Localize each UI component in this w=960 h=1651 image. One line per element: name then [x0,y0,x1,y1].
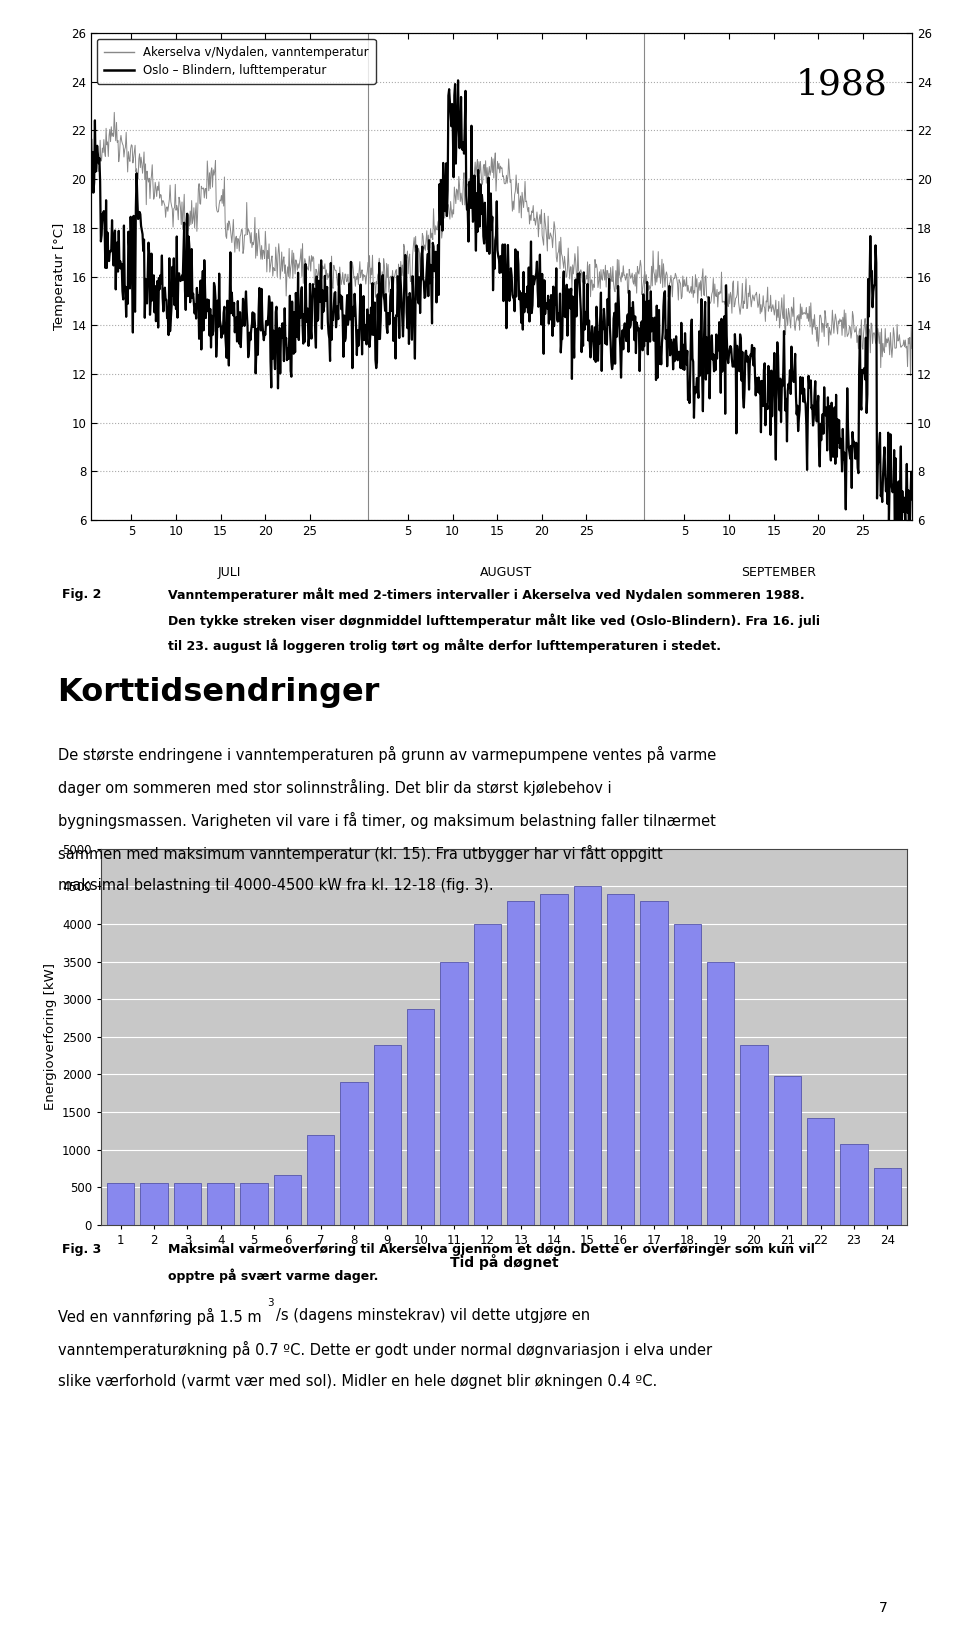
Text: Den tykke streken viser døgnmiddel lufttemperatur målt like ved (Oslo-Blindern).: Den tykke streken viser døgnmiddel luftt… [168,613,820,627]
Bar [373,1045,401,1225]
Text: sammen med maksimum vanntemperatur (kl. 15). Fra utbygger har vi fått oppgitt: sammen med maksimum vanntemperatur (kl. … [58,845,662,862]
Bar [140,1182,168,1225]
Bar [473,925,501,1225]
Text: opptre på svært varme dager.: opptre på svært varme dager. [168,1268,378,1283]
Text: slike værforhold (varmt vær med sol). Midler en hele døgnet blir økningen 0.4 ºC: slike værforhold (varmt vær med sol). Mi… [58,1374,657,1388]
Text: Ved en vannføring på 1.5 m: Ved en vannføring på 1.5 m [58,1308,261,1324]
Bar [574,887,601,1225]
Bar [840,1144,868,1225]
Bar [207,1182,234,1225]
Bar [740,1045,768,1225]
Bar [441,961,468,1225]
Bar [807,1118,834,1225]
Bar [240,1182,268,1225]
Text: vanntemperaturøkning på 0.7 ºC. Dette er godt under normal døgnvariasjon i elva : vanntemperaturøkning på 0.7 ºC. Dette er… [58,1341,711,1357]
Text: bygningsmassen. Varigheten vil vare i få timer, og maksimum belastning faller ti: bygningsmassen. Varigheten vil vare i få… [58,812,715,829]
X-axis label: Tid på døgnet: Tid på døgnet [449,1255,559,1270]
Text: dager om sommeren med stor solinnstråling. Det blir da størst kjølebehov i: dager om sommeren med stor solinnstrålin… [58,779,612,796]
Text: Fig. 2: Fig. 2 [62,588,102,601]
Bar [407,1009,434,1225]
Text: Maksimal varmeoverføring til Akerselva gjennom et døgn. Dette er overføringer so: Maksimal varmeoverføring til Akerselva g… [168,1243,815,1256]
Text: maksimal belastning til 4000-4500 kW fra kl. 12-18 (fig. 3).: maksimal belastning til 4000-4500 kW fra… [58,878,493,893]
Text: Fig. 3: Fig. 3 [62,1243,102,1256]
Bar [540,893,567,1225]
Y-axis label: Energioverforing [kW]: Energioverforing [kW] [43,963,57,1111]
Text: til 23. august lå loggeren trolig tørt og målte derfor lufttemperaturen i stedet: til 23. august lå loggeren trolig tørt o… [168,639,721,654]
Bar [674,925,701,1225]
Bar [274,1176,301,1225]
Text: 7: 7 [878,1601,888,1615]
Bar [607,893,635,1225]
Text: AUGUST: AUGUST [480,566,532,580]
Bar [774,1076,801,1225]
Bar [707,961,734,1225]
Text: De største endringene i vanntemperaturen på grunn av varmepumpene ventes på varm: De største endringene i vanntemperaturen… [58,746,716,763]
Bar [307,1134,334,1225]
Bar [507,901,535,1225]
Bar [108,1182,134,1225]
Text: Vanntemperaturer målt med 2-timers intervaller i Akerselva ved Nydalen sommeren : Vanntemperaturer målt med 2-timers inter… [168,588,804,603]
Text: 3: 3 [267,1298,274,1308]
Text: SEPTEMBER: SEPTEMBER [741,566,816,580]
Text: /s (dagens minstekrav) vil dette utgjøre en: /s (dagens minstekrav) vil dette utgjøre… [276,1308,590,1322]
Legend: Akerselva v/Nydalen, vanntemperatur, Oslo – Blindern, lufttemperatur: Akerselva v/Nydalen, vanntemperatur, Osl… [97,40,376,84]
Bar [874,1167,900,1225]
Bar [640,901,667,1225]
Bar [174,1182,201,1225]
Bar [341,1081,368,1225]
Text: 1988: 1988 [796,68,887,101]
Text: JULI: JULI [218,566,241,580]
Text: Korttidsendringer: Korttidsendringer [58,677,380,708]
Y-axis label: Temperatur [°C]: Temperatur [°C] [53,223,66,330]
